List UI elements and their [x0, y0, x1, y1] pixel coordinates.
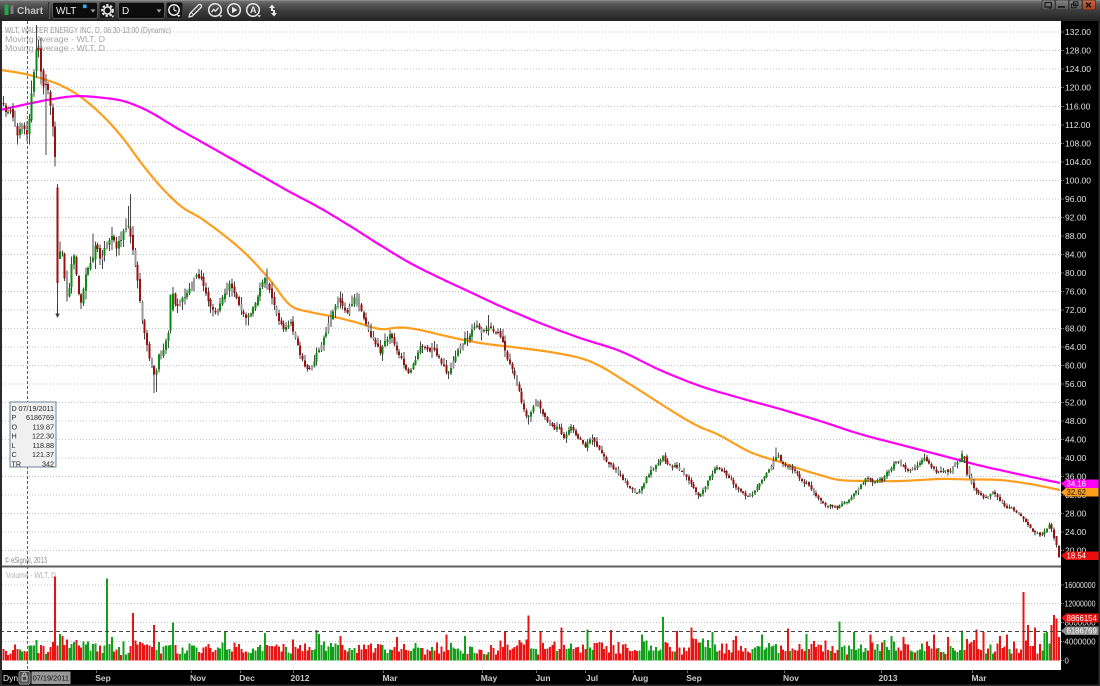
- svg-text:07/19/2011: 07/19/2011: [19, 404, 54, 413]
- svg-text:119.87: 119.87: [33, 422, 54, 431]
- svg-text:WLT: WLT: [56, 6, 76, 17]
- svg-text:WLT, WALTER ENERGY INC, D, 06:: WLT, WALTER ENERGY INC, D, 06:30-13:00 (…: [5, 25, 171, 35]
- svg-text:H: H: [12, 432, 17, 441]
- svg-text:80.00: 80.00: [1065, 268, 1087, 278]
- svg-text:112.00: 112.00: [1065, 120, 1091, 130]
- svg-text:36.00: 36.00: [1065, 472, 1087, 482]
- svg-text:92.00: 92.00: [1065, 212, 1087, 222]
- svg-text:© eSignal, 2013: © eSignal, 2013: [5, 556, 47, 565]
- svg-text:12000000: 12000000: [1065, 600, 1097, 609]
- svg-text:0: 0: [1065, 657, 1070, 666]
- svg-text:P: P: [12, 413, 17, 422]
- svg-text:L: L: [12, 441, 16, 450]
- svg-text:100.00: 100.00: [1065, 175, 1091, 185]
- svg-text:120.00: 120.00: [1065, 83, 1091, 93]
- svg-text:124.00: 124.00: [1065, 64, 1091, 74]
- svg-text:116.00: 116.00: [1065, 101, 1091, 111]
- svg-text:C: C: [12, 450, 17, 459]
- svg-text:6186769: 6186769: [26, 413, 54, 422]
- svg-text:Chart: Chart: [17, 6, 44, 17]
- svg-text:Mar: Mar: [971, 673, 987, 683]
- svg-text:18.54: 18.54: [1067, 552, 1087, 561]
- svg-text:O: O: [12, 422, 18, 431]
- svg-text:28.00: 28.00: [1065, 509, 1087, 519]
- svg-text:24.00: 24.00: [1065, 527, 1087, 537]
- svg-text:Volume - WLT, D: Volume - WLT, D: [6, 570, 56, 580]
- svg-text:Jun: Jun: [535, 673, 550, 683]
- svg-text:40.00: 40.00: [1065, 453, 1087, 463]
- svg-text:Dec: Dec: [239, 673, 255, 683]
- svg-text:68.00: 68.00: [1065, 323, 1087, 333]
- svg-text:342: 342: [42, 459, 54, 468]
- svg-text:TR: TR: [12, 459, 22, 468]
- svg-text:8000000: 8000000: [1065, 619, 1097, 628]
- svg-text:D: D: [12, 404, 17, 413]
- svg-text:Moving Average - WLT, D: Moving Average - WLT, D: [5, 34, 105, 44]
- svg-text:Nov: Nov: [190, 673, 206, 683]
- svg-text:16000000: 16000000: [1065, 581, 1097, 590]
- svg-text:20.00: 20.00: [1065, 546, 1087, 556]
- svg-text:Sep: Sep: [95, 673, 111, 683]
- svg-text:44.00: 44.00: [1065, 435, 1087, 445]
- svg-text:128.00: 128.00: [1065, 46, 1091, 56]
- svg-text:32.62: 32.62: [1067, 488, 1087, 497]
- svg-text:2013: 2013: [879, 673, 898, 683]
- svg-text:Nov: Nov: [783, 673, 799, 683]
- svg-text:Moving Average - WLT, D: Moving Average - WLT, D: [5, 43, 105, 53]
- svg-text:07/19/2011: 07/19/2011: [33, 674, 69, 683]
- svg-text:72.00: 72.00: [1065, 305, 1087, 315]
- svg-text:34.16: 34.16: [1067, 480, 1087, 489]
- svg-text:104.00: 104.00: [1065, 157, 1091, 167]
- svg-text:121.37: 121.37: [32, 450, 54, 459]
- svg-text:8866154: 8866154: [1067, 614, 1098, 623]
- svg-text:A: A: [250, 5, 257, 15]
- svg-text:132.00: 132.00: [1065, 27, 1091, 37]
- svg-text:2012: 2012: [291, 673, 310, 683]
- svg-text:52.00: 52.00: [1065, 398, 1087, 408]
- svg-text:4000000: 4000000: [1065, 638, 1097, 647]
- svg-text:Mar: Mar: [382, 673, 398, 683]
- svg-text:Aug: Aug: [632, 673, 649, 683]
- svg-text:64.00: 64.00: [1065, 342, 1087, 352]
- svg-text:48.00: 48.00: [1065, 416, 1087, 426]
- svg-text:Dyn: Dyn: [3, 673, 18, 683]
- svg-text:56.00: 56.00: [1065, 379, 1087, 389]
- svg-text:May: May: [481, 673, 498, 683]
- svg-text:D: D: [122, 6, 129, 17]
- svg-text:6186769: 6186769: [1067, 627, 1097, 636]
- svg-text:88.00: 88.00: [1065, 231, 1087, 241]
- svg-text:Jul: Jul: [586, 673, 598, 683]
- svg-text:84.00: 84.00: [1065, 249, 1087, 259]
- svg-text:118.88: 118.88: [33, 441, 54, 450]
- svg-text:122.30: 122.30: [32, 432, 54, 441]
- svg-text:76.00: 76.00: [1065, 286, 1087, 296]
- svg-text:96.00: 96.00: [1065, 194, 1087, 204]
- svg-text:Sep: Sep: [686, 673, 702, 683]
- svg-text:108.00: 108.00: [1065, 138, 1091, 148]
- svg-text:60.00: 60.00: [1065, 361, 1087, 371]
